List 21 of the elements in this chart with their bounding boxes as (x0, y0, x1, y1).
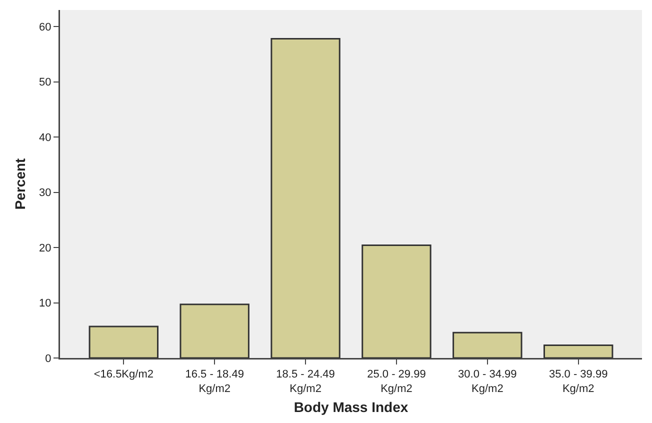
y-tick-label: 40 (39, 132, 52, 144)
y-tick-label: 10 (39, 298, 52, 310)
bar (362, 244, 432, 358)
y-tick-label: 20 (39, 242, 52, 254)
y-tick-label: 30 (39, 187, 52, 200)
x-tick-label: <16.5Kg/m2 (94, 368, 154, 381)
bar (180, 304, 250, 358)
x-tick-label: 18.5 - 24.49 Kg/m2 (276, 368, 335, 395)
y-tick-label: 0 (45, 352, 52, 365)
bar (270, 38, 340, 358)
y-tick-label: 60 (39, 21, 52, 34)
x-tick-label: 25.0 - 29.99 Kg/m2 (367, 368, 426, 395)
bar (543, 344, 614, 358)
bar (88, 326, 159, 358)
x-tick-label: 16.5 - 18.49 Kg/m2 (185, 368, 244, 395)
bar (452, 332, 522, 358)
x-axis-title: Body Mass Index (294, 399, 408, 416)
x-tick-label: 35.0 - 39.99 Kg/m2 (548, 368, 608, 395)
y-axis-title: Percent (12, 158, 28, 210)
x-tick-label: 30.0 - 34.99 Kg/m2 (458, 368, 517, 395)
y-tick-label: 50 (39, 76, 52, 89)
